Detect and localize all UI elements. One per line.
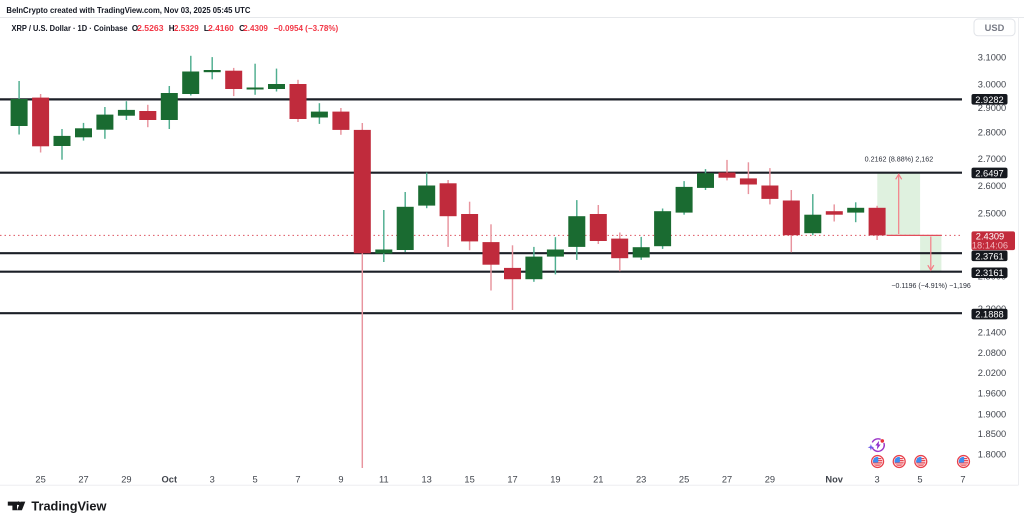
- svg-text:21: 21: [593, 475, 603, 485]
- svg-text:5: 5: [917, 475, 922, 485]
- svg-text:2.3161: 2.3161: [975, 268, 1003, 278]
- svg-text:1.9000: 1.9000: [978, 409, 1006, 419]
- svg-text:BeInCrypto created with Tradin: BeInCrypto created with TradingView.com,…: [6, 6, 250, 15]
- svg-text:2.6000: 2.6000: [978, 181, 1006, 191]
- svg-text:27: 27: [722, 475, 732, 485]
- svg-text:−0.1196 (−4.91%) −1,196: −0.1196 (−4.91%) −1,196: [891, 282, 970, 290]
- svg-text:2.9282: 2.9282: [975, 95, 1003, 105]
- svg-text:2.3761: 2.3761: [975, 251, 1003, 261]
- svg-text:7: 7: [295, 475, 300, 485]
- svg-text:3: 3: [210, 475, 215, 485]
- svg-text:3: 3: [875, 475, 880, 485]
- svg-text:TradingView: TradingView: [31, 499, 107, 514]
- svg-text:USD: USD: [985, 23, 1005, 33]
- svg-text:2.0800: 2.0800: [978, 348, 1006, 358]
- svg-text:11: 11: [379, 475, 389, 485]
- svg-text:9: 9: [338, 475, 343, 485]
- svg-text:1.8000: 1.8000: [978, 449, 1006, 459]
- svg-text:3.1000: 3.1000: [978, 52, 1006, 62]
- svg-text:Oct: Oct: [162, 475, 178, 485]
- svg-text:7: 7: [960, 475, 965, 485]
- svg-text:0.2162 (8.88%) 2,162: 0.2162 (8.88%) 2,162: [865, 155, 934, 163]
- svg-text:3.0000: 3.0000: [978, 79, 1006, 89]
- svg-text:29: 29: [121, 475, 131, 485]
- svg-text:29: 29: [765, 475, 775, 485]
- svg-text:2.8000: 2.8000: [978, 127, 1006, 137]
- svg-text:2.4309: 2.4309: [976, 232, 1004, 242]
- svg-text:Nov: Nov: [825, 475, 843, 485]
- svg-text:2.5000: 2.5000: [978, 208, 1006, 218]
- svg-text:23: 23: [636, 475, 646, 485]
- svg-text:25: 25: [679, 475, 689, 485]
- svg-text:1.8500: 1.8500: [978, 429, 1006, 439]
- svg-text:17: 17: [507, 475, 517, 485]
- svg-text:19: 19: [550, 475, 560, 485]
- svg-text:25: 25: [35, 475, 45, 485]
- svg-text:15: 15: [464, 475, 474, 485]
- svg-text:2.1888: 2.1888: [975, 310, 1003, 320]
- svg-text:5: 5: [253, 475, 258, 485]
- svg-text:1.9600: 1.9600: [978, 388, 1006, 398]
- svg-text:13: 13: [422, 475, 432, 485]
- svg-text:2.9000: 2.9000: [978, 103, 1006, 113]
- svg-text:18:14:06: 18:14:06: [972, 240, 1008, 250]
- svg-text:2.0200: 2.0200: [978, 368, 1006, 378]
- svg-text:2.6497: 2.6497: [975, 168, 1003, 178]
- svg-text:27: 27: [78, 475, 88, 485]
- svg-text:XRP / U.S. Dollar · 1D · Coinb: XRP / U.S. Dollar · 1D · Coinbase: [12, 24, 129, 33]
- svg-text:2.1400: 2.1400: [978, 327, 1006, 337]
- svg-text:2.7000: 2.7000: [978, 154, 1006, 164]
